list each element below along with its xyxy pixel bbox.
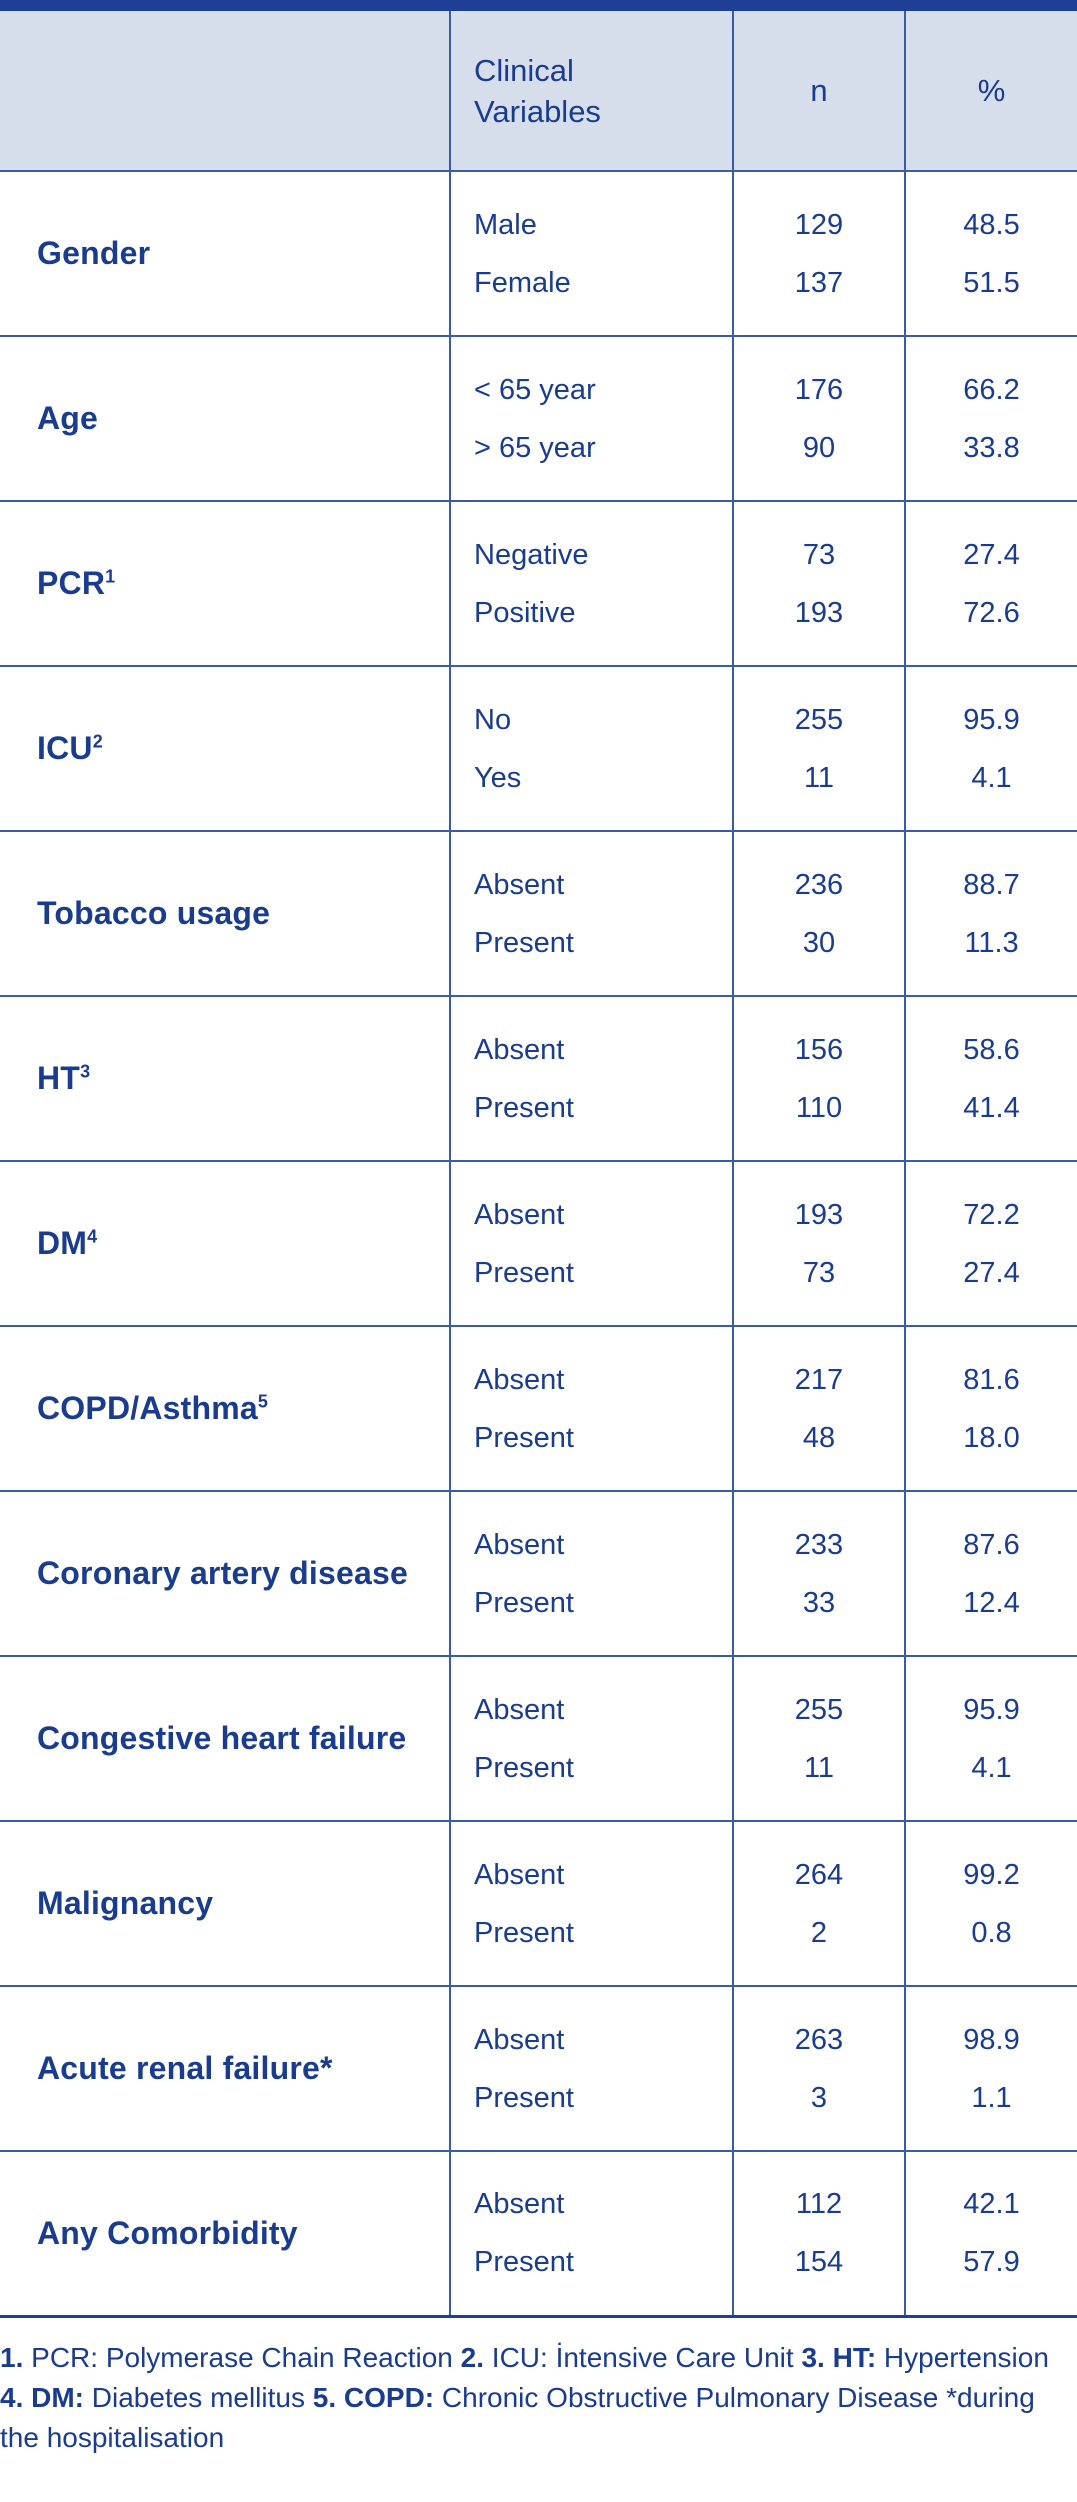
footnote-text: ICU: İntensive Care Unit <box>484 2341 802 2373</box>
count-cell: 233 33 <box>732 1491 905 1656</box>
variable-name: COPD/Asthma5 <box>37 1390 269 1426</box>
percent-cell: 88.7 11.3 <box>904 831 1077 996</box>
category-cell: Absent Present <box>449 1656 733 1821</box>
percent-cell: 95.9 4.1 <box>904 1656 1077 1821</box>
count-cell: 176 90 <box>732 336 905 501</box>
count-cell: 263 3 <box>732 1986 905 2151</box>
category-cell: Absent Present <box>449 996 733 1161</box>
footnote-marker: 5 <box>257 1391 269 1412</box>
table-row: Any Comorbidity Absent Present 112 154 42.1 57… <box>0 2151 1077 2316</box>
variable-name: ICU2 <box>37 730 103 766</box>
variable-name: DM4 <box>37 1225 98 1261</box>
category-cell: Absent Present <box>449 1326 733 1491</box>
variable-name: PCR1 <box>37 565 116 601</box>
table-row: Age < 65 year > 65 year 176 90 66.2 33.8 <box>0 336 1077 501</box>
variable-name: Acute renal failure* <box>37 2050 333 2086</box>
percent-cell: 99.2 0.8 <box>904 1821 1077 1986</box>
header-variable <box>0 11 450 171</box>
count-cell: 255 11 <box>732 666 905 831</box>
table-row: Acute renal failure* Absent Present 263 3 98.… <box>0 1986 1077 2151</box>
footnote-text: Diabetes mellitus <box>84 2381 313 2413</box>
count-cell: 255 11 <box>732 1656 905 1821</box>
percent-cell: 58.6 41.4 <box>904 996 1077 1161</box>
table-row: PCR1 Negative Positive 73 193 27.4 72.6 <box>0 501 1077 666</box>
table-row: Malignancy Absent Present 264 2 99.2 0.8 <box>0 1821 1077 1986</box>
percent-cell: 87.6 12.4 <box>904 1491 1077 1656</box>
count-cell: 112 154 <box>732 2151 905 2316</box>
category-cell: Absent Present <box>449 1161 733 1326</box>
table-footnote: 1. PCR: Polymerase Chain Reaction 2. ICU… <box>0 2318 1077 2458</box>
percent-cell: 66.2 33.8 <box>904 336 1077 501</box>
footnote-key: 3. HT: <box>801 2341 877 2373</box>
header-clinical-variables: Clinical Variables <box>449 11 733 171</box>
count-cell: 264 2 <box>732 1821 905 1986</box>
percent-cell: 81.6 18.0 <box>904 1326 1077 1491</box>
header-n: n <box>732 11 905 171</box>
percent-cell: 48.5 51.5 <box>904 171 1077 336</box>
table-body: Gender Male Female 129 137 48.5 51.5 Age < 65 ye… <box>0 171 1077 2316</box>
category-cell: Absent Present <box>449 1821 733 1986</box>
footnote-key: 5. COPD: <box>312 2381 435 2413</box>
footnote-key: 2. <box>460 2341 485 2373</box>
count-cell: 156 110 <box>732 996 905 1161</box>
variable-name: Age <box>37 400 99 436</box>
count-cell: 217 48 <box>732 1326 905 1491</box>
category-cell: Absent Present <box>449 831 733 996</box>
variable-name: Malignancy <box>37 1885 214 1921</box>
variable-name: Congestive heart failure <box>37 1720 407 1756</box>
footnote-text: PCR: Polymerase Chain Reaction <box>23 2341 461 2373</box>
variable-name: Gender <box>37 235 151 271</box>
category-cell: Negative Positive <box>449 501 733 666</box>
table-row: DM4 Absent Present 193 73 72.2 27.4 <box>0 1161 1077 1326</box>
table-row: ICU2 No Yes 255 11 95.9 4.1 <box>0 666 1077 831</box>
table-row: HT3 Absent Present 156 110 58.6 41.4 <box>0 996 1077 1161</box>
table-row: Tobacco usage Absent Present 236 30 88.7 11.3 <box>0 831 1077 996</box>
header-percent: % <box>904 11 1077 171</box>
footnote-marker: 1 <box>105 566 116 587</box>
footnote-marker: 4 <box>87 1226 98 1247</box>
variable-name: Tobacco usage <box>37 895 271 931</box>
clinical-variables-table: Clinical Variables n % Gender Male Female 1… <box>0 11 1077 2318</box>
table-row: Coronary artery disease Absent Present 233 3… <box>0 1491 1077 1656</box>
percent-cell: 72.2 27.4 <box>904 1161 1077 1326</box>
category-cell: Absent Present <box>449 2151 733 2316</box>
footnote-text: Hypertension <box>876 2341 1049 2373</box>
top-rule <box>0 0 1077 11</box>
footnote-marker: 2 <box>92 731 103 752</box>
variable-name: Any Comorbidity <box>37 2214 298 2251</box>
category-cell: No Yes <box>449 666 733 831</box>
category-cell: < 65 year > 65 year <box>449 336 733 501</box>
percent-cell: 95.9 4.1 <box>904 666 1077 831</box>
footnote-marker: 3 <box>80 1061 91 1082</box>
footnote-text: Chronic Obstructive Pulmonary Disease *d… <box>0 2381 1035 2453</box>
count-cell: 193 73 <box>732 1161 905 1326</box>
category-cell: Male Female <box>449 171 733 336</box>
percent-cell: 27.4 72.6 <box>904 501 1077 666</box>
percent-cell: 98.9 1.1 <box>904 1986 1077 2151</box>
count-cell: 129 137 <box>732 171 905 336</box>
variable-name: HT3 <box>37 1060 91 1096</box>
count-cell: 73 193 <box>732 501 905 666</box>
table-header-row: Clinical Variables n % <box>0 11 1077 171</box>
table-row: Congestive heart failure Absent Present 255… <box>0 1656 1077 1821</box>
variable-name: Coronary artery disease <box>37 1555 409 1591</box>
table-row: COPD/Asthma5 Absent Present 217 48 81.6 18.0 <box>0 1326 1077 1491</box>
percent-cell: 42.1 57.9 <box>904 2151 1077 2316</box>
footnote-key: 1. <box>0 2341 24 2373</box>
category-cell: Absent Present <box>449 1986 733 2151</box>
footnote-key: 4. DM: <box>0 2381 84 2413</box>
table-row: Gender Male Female 129 137 48.5 51.5 <box>0 171 1077 336</box>
category-cell: Absent Present <box>449 1491 733 1656</box>
count-cell: 236 30 <box>732 831 905 996</box>
